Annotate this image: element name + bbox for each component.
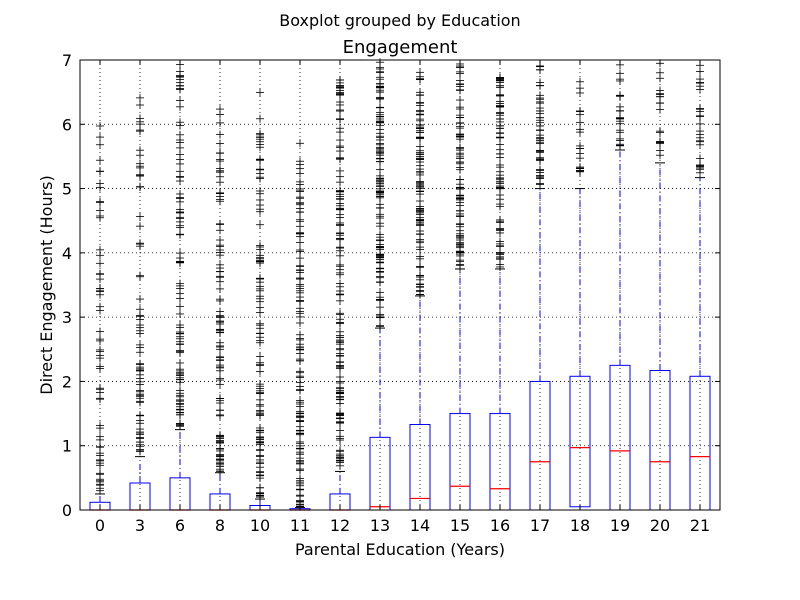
- y-tick-label: 1: [62, 437, 72, 456]
- x-tick-label: 12: [330, 516, 350, 535]
- x-tick-label: 15: [450, 516, 470, 535]
- x-tick-label: 17: [530, 516, 550, 535]
- x-tick-label: 11: [290, 516, 310, 535]
- x-tick-label: 16: [490, 516, 510, 535]
- y-tick-label: 3: [62, 308, 72, 327]
- x-tick-label: 0: [95, 516, 105, 535]
- x-tick-label: 19: [610, 516, 630, 535]
- x-tick-label: 18: [570, 516, 590, 535]
- box-layer: [89, 149, 711, 511]
- x-tick-label: 13: [370, 516, 390, 535]
- y-tick-label: 0: [62, 501, 72, 520]
- x-tick-label: 3: [135, 516, 145, 535]
- x-tick-label: 10: [250, 516, 270, 535]
- plot-frame: [79, 59, 721, 511]
- grid-layer: [80, 60, 720, 510]
- y-axis-label: Direct Engagement (Hours): [37, 175, 56, 395]
- x-tick-label: 8: [215, 516, 225, 535]
- chart-suptitle: Boxplot grouped by Education: [279, 11, 520, 30]
- x-tick-label: 14: [410, 516, 430, 535]
- x-tick-label: 21: [690, 516, 710, 535]
- y-tick-label: 2: [62, 372, 72, 391]
- x-tick-label: 20: [650, 516, 670, 535]
- y-tick-label: 6: [62, 115, 72, 134]
- y-tick-label: 5: [62, 180, 72, 199]
- y-tick-label: 7: [62, 51, 72, 70]
- box-iqr: [569, 375, 591, 508]
- box-iqr: [409, 424, 431, 511]
- chart-title: Engagement: [343, 37, 458, 58]
- x-tick-label: 6: [175, 516, 185, 535]
- x-axis-label: Parental Education (Years): [295, 540, 505, 559]
- y-tick-label: 4: [62, 244, 72, 263]
- flier-layer: [96, 58, 704, 511]
